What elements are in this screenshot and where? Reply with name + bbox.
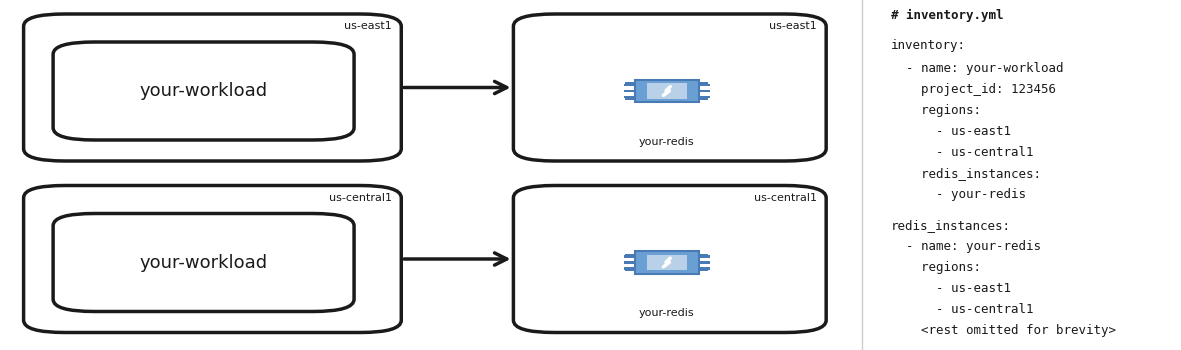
FancyBboxPatch shape <box>647 83 687 99</box>
Bar <box>624 84 634 86</box>
Bar <box>624 267 634 270</box>
Text: # inventory.yml: # inventory.yml <box>892 9 1004 22</box>
Bar <box>699 256 710 258</box>
Text: your-workload: your-workload <box>139 253 268 272</box>
Bar <box>699 90 710 92</box>
Bar <box>699 84 710 86</box>
Bar <box>698 270 709 271</box>
FancyBboxPatch shape <box>24 186 402 332</box>
Bar <box>699 267 710 270</box>
FancyBboxPatch shape <box>647 254 687 271</box>
FancyBboxPatch shape <box>634 251 699 274</box>
Text: us-central1: us-central1 <box>753 193 817 203</box>
Bar <box>624 256 634 258</box>
Text: <rest omitted for brevity>: <rest omitted for brevity> <box>892 324 1116 337</box>
Text: your-workload: your-workload <box>139 82 268 100</box>
FancyBboxPatch shape <box>53 42 354 140</box>
FancyBboxPatch shape <box>514 14 827 161</box>
Text: redis_instances:: redis_instances: <box>892 219 1011 232</box>
Text: - us-central1: - us-central1 <box>892 303 1033 316</box>
Text: - name: your-workload: - name: your-workload <box>892 62 1064 75</box>
Bar <box>625 270 637 271</box>
FancyBboxPatch shape <box>634 80 699 102</box>
Bar <box>698 254 709 256</box>
Bar <box>625 82 637 84</box>
Text: - your-redis: - your-redis <box>892 188 1026 201</box>
Bar <box>624 90 634 92</box>
FancyBboxPatch shape <box>24 14 402 161</box>
Text: project_id: 123456: project_id: 123456 <box>892 83 1056 96</box>
Bar <box>625 98 637 100</box>
Bar <box>625 254 637 256</box>
Text: your-redis: your-redis <box>639 308 694 318</box>
Text: your-redis: your-redis <box>639 137 694 147</box>
Text: - us-east1: - us-east1 <box>892 125 1011 138</box>
Text: regions:: regions: <box>892 104 981 117</box>
Text: inventory:: inventory: <box>892 39 966 52</box>
Text: us-central1: us-central1 <box>328 193 392 203</box>
Bar <box>699 96 710 98</box>
Bar <box>624 261 634 264</box>
FancyBboxPatch shape <box>53 214 354 312</box>
Bar <box>698 82 709 84</box>
Bar <box>624 96 634 98</box>
Bar <box>698 98 709 100</box>
Text: us-east1: us-east1 <box>769 21 817 31</box>
Text: - name: your-redis: - name: your-redis <box>892 240 1042 253</box>
Text: - us-central1: - us-central1 <box>892 146 1033 159</box>
Text: us-east1: us-east1 <box>344 21 392 31</box>
Text: - us-east1: - us-east1 <box>892 282 1011 295</box>
Text: redis_instances:: redis_instances: <box>892 167 1042 180</box>
FancyBboxPatch shape <box>514 186 827 332</box>
Bar <box>699 261 710 264</box>
Text: regions:: regions: <box>892 261 981 274</box>
